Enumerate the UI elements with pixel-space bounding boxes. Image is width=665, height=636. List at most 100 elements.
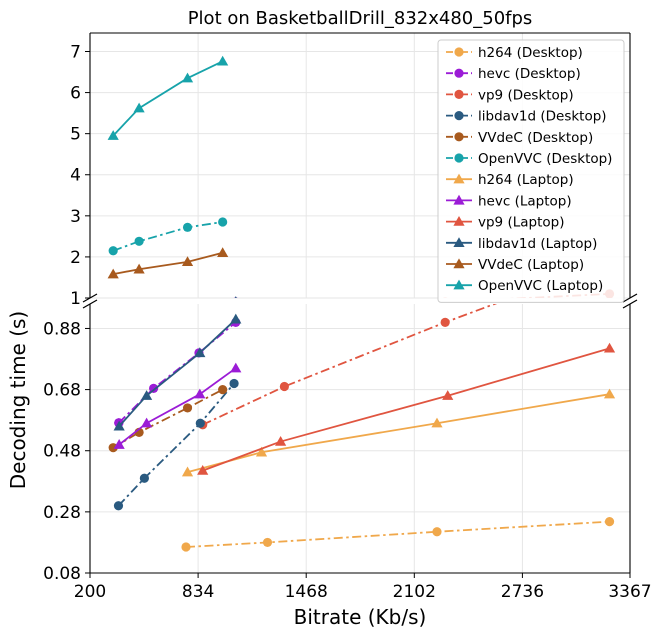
lower-data-point-vvdec-laptop bbox=[108, 109, 119, 119]
legend-marker bbox=[454, 68, 464, 78]
upper-series-h264-laptop bbox=[182, 306, 615, 326]
upper-y-tick-label: 2 bbox=[70, 248, 81, 268]
x-tick-label: 1468 bbox=[285, 582, 328, 602]
lower-series-line-vvdec-desktop bbox=[112, 388, 224, 449]
upper-data-point-hevc-desktop bbox=[114, 311, 123, 320]
lower-series-libdav1d-desktop bbox=[113, 378, 239, 511]
legend-marker bbox=[454, 47, 464, 57]
legend-marker bbox=[453, 216, 465, 226]
lower-series-group bbox=[108, 72, 616, 552]
legend-entry-openvvc-laptop: OpenVVC (Laptop) bbox=[446, 278, 603, 294]
upper-y-tick-label: 1 bbox=[70, 289, 81, 309]
lower-data-point-h264-desktop bbox=[432, 527, 442, 537]
lower-y-tick-label: 0.68 bbox=[43, 381, 81, 401]
lower-data-point-libdav1d-laptop bbox=[113, 420, 125, 431]
lower-data-point-hevc-laptop bbox=[194, 388, 206, 399]
upper-series-vvdec-desktop bbox=[109, 307, 228, 324]
legend: h264 (Desktop) hevc (Desktop) vp9 (Desktop… bbox=[437, 39, 625, 303]
axis-break-mark bbox=[622, 293, 638, 303]
lower-series-line-h264-desktop bbox=[185, 520, 610, 548]
lower-data-point-vvdec-laptop bbox=[134, 72, 145, 82]
upper-series-line-libdav1d-laptop bbox=[119, 302, 236, 316]
upper-series-openvvc-desktop bbox=[108, 217, 228, 256]
lower-axes: 0.08 0.28 0.48 0.68 0.88 200 834 1468 2102 2736 33… bbox=[43, 304, 652, 602]
x-tick-label: 2102 bbox=[393, 582, 436, 602]
lower-data-point-hevc-laptop bbox=[230, 362, 242, 373]
axis-break-mark bbox=[82, 293, 98, 303]
lower-data-point-vp9-laptop bbox=[442, 390, 454, 400]
lower-data-point-libdav1d-desktop bbox=[195, 418, 205, 428]
upper-data-point-hevc-laptop bbox=[141, 310, 152, 320]
upper-data-point-vvdec-desktop bbox=[135, 312, 144, 321]
lower-data-point-vvdec-desktop bbox=[182, 403, 193, 413]
legend-label: libdav1d (Laptop) bbox=[478, 236, 597, 252]
lower-series-line-hevc-laptop bbox=[118, 367, 237, 446]
x-tick-label: 200 bbox=[74, 582, 106, 602]
upper-data-point-hevc-desktop bbox=[114, 311, 123, 320]
lower-gridlines bbox=[89, 304, 631, 574]
lower-series-hevc-laptop bbox=[113, 362, 242, 449]
upper-series-line-h264-laptop bbox=[188, 312, 610, 322]
upper-data-point-openvvc-desktop bbox=[182, 222, 193, 232]
lower-data-point-libdav1d-desktop bbox=[139, 473, 149, 483]
upper-series-libdav1d-laptop bbox=[114, 296, 237, 320]
axis-break-marks bbox=[82, 293, 638, 309]
upper-axes: 1 2 3 4 5 6 7 bbox=[70, 32, 631, 309]
upper-series-hevc-laptop bbox=[114, 303, 242, 323]
x-axis-title: Bitrate (Kb/s) bbox=[294, 605, 427, 629]
x-tick-label: 3367 bbox=[608, 582, 651, 602]
legend-marker bbox=[453, 258, 465, 269]
legend-label: VVdeC (Desktop) bbox=[478, 130, 593, 146]
upper-series-line-hevc-desktop bbox=[119, 302, 236, 316]
upper-series-vvdec-laptop bbox=[107, 247, 229, 279]
chart-title: Plot on BasketballDrill_832x480_50fps bbox=[188, 8, 533, 29]
lower-data-point-vvdec-desktop bbox=[108, 443, 118, 453]
upper-series-openvvc-laptop bbox=[107, 55, 229, 140]
upper-data-point-vvdec-laptop bbox=[107, 268, 119, 279]
legend-entry-libdav1d-laptop: libdav1d (Laptop) bbox=[446, 236, 597, 252]
legend-entry-hevc-laptop: hevc (Laptop) bbox=[446, 193, 572, 209]
lower-data-point-vp9-laptop bbox=[275, 435, 287, 446]
lower-series-vp9-laptop bbox=[197, 342, 616, 475]
legend-label: VVdeC (Laptop) bbox=[478, 257, 584, 273]
legend-entry-libdav1d-desktop: libdav1d (Desktop) bbox=[446, 109, 607, 125]
upper-series-line-hevc-laptop bbox=[119, 308, 236, 318]
legend-label: OpenVVC (Laptop) bbox=[478, 278, 603, 294]
x-tick-label: 834 bbox=[182, 582, 214, 602]
upper-series-hevc-desktop bbox=[114, 297, 238, 320]
upper-series-line-vvdec-desktop bbox=[113, 311, 222, 319]
upper-data-point-vp9-desktop bbox=[198, 311, 207, 320]
legend-label: libdav1d (Desktop) bbox=[478, 109, 607, 125]
legend-label: vp9 (Desktop) bbox=[478, 87, 574, 103]
legend-marker bbox=[454, 132, 464, 142]
upper-y-tick-label: 7 bbox=[70, 42, 81, 62]
legend-entry-vp9-laptop: vp9 (Laptop) bbox=[446, 215, 564, 231]
upper-data-point-libdav1d-laptop bbox=[114, 310, 125, 320]
lower-data-point-hevc-laptop bbox=[141, 417, 153, 428]
lower-data-point-hevc-laptop bbox=[113, 439, 125, 449]
lower-series-h264-desktop bbox=[181, 517, 615, 552]
lower-data-point-hevc-desktop bbox=[148, 383, 159, 393]
legend-label: OpenVVC (Desktop) bbox=[478, 151, 612, 167]
lower-data-point-h264-laptop bbox=[181, 466, 194, 477]
upper-data-point-hevc-desktop bbox=[194, 302, 203, 311]
legend-marker bbox=[453, 279, 465, 290]
lower-data-point-h264-laptop bbox=[603, 388, 616, 399]
upper-data-point-h264-laptop bbox=[256, 314, 267, 324]
legend-marker bbox=[453, 237, 465, 247]
upper-data-point-vvdec-desktop bbox=[218, 307, 227, 316]
upper-series-line-libdav1d-desktop bbox=[118, 310, 234, 326]
legend-marker bbox=[453, 173, 465, 184]
upper-data-point-openvvc-laptop bbox=[217, 55, 229, 66]
axis-break-mark bbox=[82, 299, 98, 309]
legend-marker bbox=[453, 194, 465, 205]
legend-label: hevc (Laptop) bbox=[478, 193, 572, 209]
legend-entry-vvdec-laptop: VVdeC (Laptop) bbox=[446, 257, 584, 273]
upper-data-point-vp9-laptop bbox=[275, 313, 286, 323]
lower-data-point-h264-laptop bbox=[255, 446, 268, 457]
upper-data-point-hevc-desktop bbox=[233, 297, 238, 298]
upper-data-point-openvvc-desktop bbox=[218, 217, 228, 227]
upper-series-vp9-laptop bbox=[197, 300, 615, 326]
